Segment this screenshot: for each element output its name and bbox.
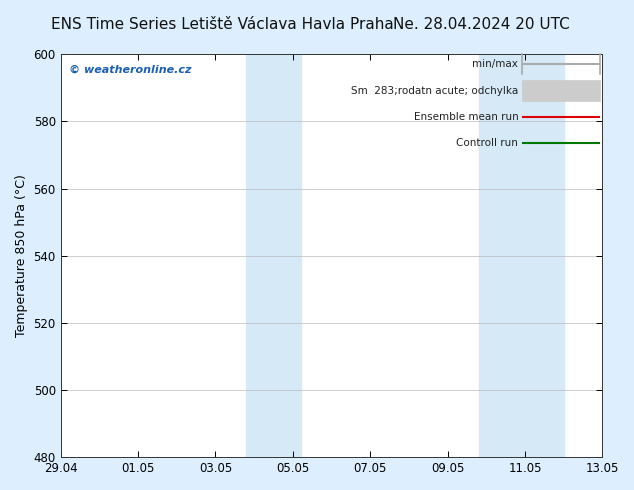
Text: Controll run: Controll run: [456, 138, 519, 148]
Bar: [247, 54, 301, 457]
Text: Ne. 28.04.2024 20 UTC: Ne. 28.04.2024 20 UTC: [394, 17, 570, 32]
Text: Ensemble mean run: Ensemble mean run: [413, 112, 519, 122]
Bar: [522, 80, 600, 100]
Y-axis label: Temperature 850 hPa (°C): Temperature 850 hPa (°C): [15, 174, 28, 337]
Text: min/max: min/max: [472, 59, 519, 70]
Text: © weatheronline.cz: © weatheronline.cz: [69, 64, 191, 74]
Bar: [479, 54, 564, 457]
Text: ENS Time Series Letiště Václava Havla Praha: ENS Time Series Letiště Václava Havla Pr…: [51, 17, 393, 32]
Text: Sm  283;rodatn acute; odchylka: Sm 283;rodatn acute; odchylka: [351, 86, 519, 96]
